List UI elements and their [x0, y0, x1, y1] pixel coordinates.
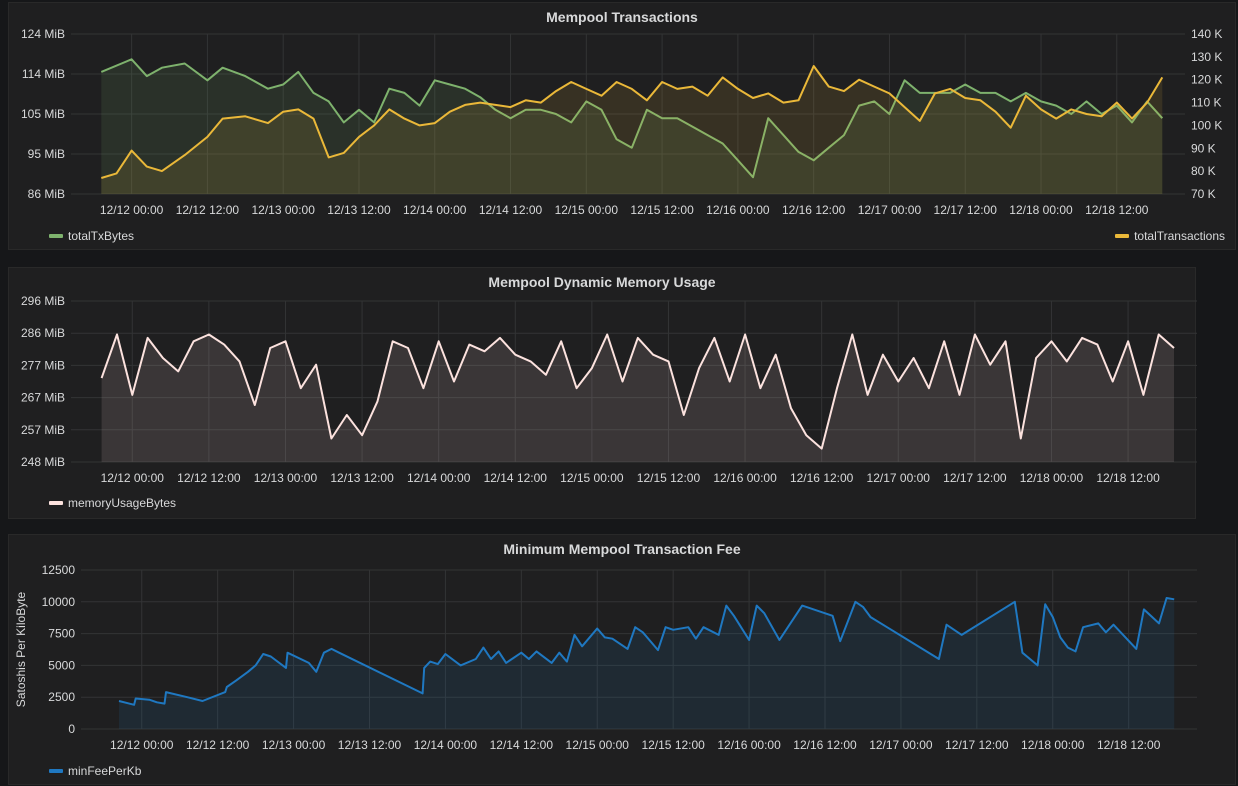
panel-memory-usage: Mempool Dynamic Memory Usage 296 MiB 286 … [8, 267, 1197, 519]
x-tick-label: 12/18 00:00 [1020, 471, 1084, 485]
x-tick-label: 12/12 00:00 [101, 471, 165, 485]
x-tick-label: 12/13 12:00 [338, 738, 402, 752]
chart-min-fee: 12500 10000 7500 5000 2500 0 12/12 00:00 12/12 … [14, 563, 1197, 752]
x-tick-label: 12/18 12:00 [1085, 203, 1149, 217]
x-tick-label: 12/13 12:00 [327, 203, 391, 217]
x-tick-label: 12/12 12:00 [186, 738, 250, 752]
x-tick-label: 12/17 12:00 [945, 738, 1009, 752]
x-tick-label: 12/12 00:00 [100, 203, 164, 217]
series-line-totalTransactions [101, 65, 1164, 179]
panel-title[interactable]: Mempool Transactions [546, 9, 698, 25]
x-tick-label: 12/13 00:00 [251, 203, 315, 217]
x-tick-label: 12/16 12:00 [793, 738, 857, 752]
chart-mempool-transactions: 124 MiB 114 MiB 105 MiB 95 MiB 86 MiB 140 K 13… [21, 27, 1222, 217]
y2-tick-label: 100 K [1191, 118, 1222, 132]
series-line-minFeePerKb [118, 597, 1175, 706]
legend-swatch [49, 769, 63, 773]
y-tick-label: 277 MiB [21, 358, 65, 372]
series-line-totalTxBytes [100, 58, 1164, 179]
y-tick-label: 95 MiB [28, 147, 65, 161]
y-tick-label: 267 MiB [21, 391, 65, 405]
x-tick-label: 12/12 12:00 [177, 471, 241, 485]
y2-tick-label: 90 K [1191, 141, 1216, 155]
series-area-totalTxBytes [101, 59, 1163, 194]
x-tick-label: 12/15 00:00 [566, 738, 630, 752]
legend-item-memoryusagebytes[interactable]: memoryUsageBytes [49, 496, 176, 510]
y2-tick-label: 130 K [1191, 50, 1222, 64]
panel-min-fee: Minimum Mempool Transaction Fee 12500 100… [8, 534, 1236, 785]
legend-swatch [1115, 234, 1130, 238]
legend-label: totalTransactions [1134, 229, 1225, 243]
legend-item-minfeeperkb[interactable]: minFeePerKb [49, 764, 141, 778]
x-tick-label: 12/14 12:00 [484, 471, 548, 485]
y-tick-label: 124 MiB [21, 27, 65, 41]
x-tick-label: 12/17 12:00 [943, 471, 1007, 485]
x-tick-label: 12/16 00:00 [706, 203, 770, 217]
y2-tick-label: 70 K [1191, 187, 1216, 201]
x-tick-label: 12/16 12:00 [790, 471, 854, 485]
x-tick-label: 12/13 00:00 [254, 471, 318, 485]
series-area-totalTransactions [101, 66, 1163, 194]
panel-title[interactable]: Mempool Dynamic Memory Usage [488, 274, 716, 290]
x-tick-label: 12/16 00:00 [713, 471, 777, 485]
y-tick-label: 2500 [48, 690, 75, 704]
panel-title[interactable]: Minimum Mempool Transaction Fee [503, 541, 741, 557]
legend-item-totaltxbytes[interactable]: totalTxBytes [49, 229, 134, 243]
x-tick-label: 12/18 12:00 [1097, 738, 1161, 752]
y-tick-label: 114 MiB [22, 67, 65, 81]
y-tick-label: 0 [68, 722, 75, 736]
legend-swatch [49, 501, 63, 505]
y-tick-label: 12500 [42, 563, 76, 577]
y-tick-label: 7500 [48, 627, 75, 641]
x-tick-label: 12/14 00:00 [403, 203, 467, 217]
x-tick-label: 12/18 12:00 [1096, 471, 1160, 485]
y2-tick-label: 80 K [1191, 164, 1216, 178]
series-area-memoryUsageBytes [101, 334, 1175, 462]
x-tick-label: 12/16 00:00 [717, 738, 781, 752]
y-axis-label: Satoshis Per KiloByte [14, 591, 28, 707]
x-tick-label: 12/18 00:00 [1009, 203, 1073, 217]
chart-memory-usage: 296 MiB 286 MiB 277 MiB 267 MiB 257 MiB 248 M… [21, 294, 1197, 485]
y-tick-label: 10000 [42, 595, 76, 609]
y2-tick-label: 140 K [1191, 27, 1222, 41]
x-tick-label: 12/17 00:00 [869, 738, 933, 752]
x-tick-label: 12/17 12:00 [934, 203, 998, 217]
x-tick-label: 12/14 12:00 [479, 203, 543, 217]
x-tick-label: 12/14 00:00 [407, 471, 471, 485]
legend-label: totalTxBytes [68, 229, 135, 243]
legend-label: memoryUsageBytes [68, 496, 177, 510]
x-tick-label: 12/18 00:00 [1021, 738, 1085, 752]
y2-tick-label: 120 K [1191, 73, 1222, 87]
x-tick-label: 12/15 12:00 [630, 203, 694, 217]
x-tick-label: 12/17 00:00 [858, 203, 922, 217]
x-tick-label: 12/13 00:00 [262, 738, 326, 752]
y-tick-label: 257 MiB [21, 423, 65, 437]
y2-tick-label: 110 K [1191, 96, 1221, 110]
x-tick-label: 12/14 12:00 [490, 738, 554, 752]
x-tick-label: 12/15 00:00 [555, 203, 619, 217]
y-tick-label: 248 MiB [21, 455, 65, 469]
x-tick-label: 12/15 12:00 [641, 738, 705, 752]
legend-swatch [49, 234, 63, 238]
panel-mempool-transactions: Mempool Transactions 124 MiB 114 MiB 105 M… [8, 2, 1236, 250]
series-area-minFeePerKb [119, 598, 1175, 729]
y-tick-label: 296 MiB [21, 294, 65, 308]
y-tick-label: 5000 [48, 658, 75, 672]
y-tick-label: 105 MiB [21, 107, 65, 121]
x-tick-label: 12/15 00:00 [560, 471, 624, 485]
x-tick-label: 12/16 12:00 [782, 203, 846, 217]
y-tick-label: 86 MiB [28, 187, 65, 201]
x-tick-label: 12/17 00:00 [867, 471, 931, 485]
legend-item-totaltransactions[interactable]: totalTransactions [1115, 229, 1225, 243]
series-line-memoryUsageBytes [100, 333, 1175, 450]
x-tick-label: 12/12 00:00 [110, 738, 174, 752]
x-tick-label: 12/15 12:00 [637, 471, 701, 485]
y-tick-label: 286 MiB [21, 326, 65, 340]
x-tick-label: 12/12 12:00 [176, 203, 240, 217]
x-tick-label: 12/14 00:00 [414, 738, 478, 752]
legend-label: minFeePerKb [68, 764, 142, 778]
x-tick-label: 12/13 12:00 [330, 471, 394, 485]
